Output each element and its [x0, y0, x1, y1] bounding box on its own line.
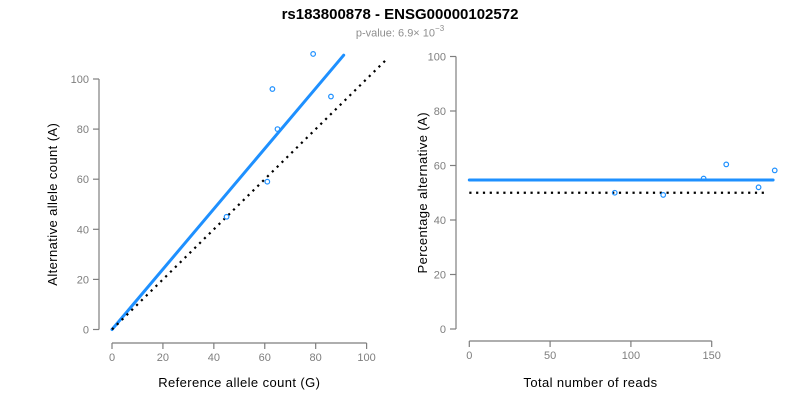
data-point: [723, 161, 730, 168]
p-value-exponent: −3: [435, 24, 445, 33]
data-point: [660, 192, 667, 198]
data-point: [700, 175, 707, 182]
identity-line: [111, 58, 388, 331]
x-tick-label: 150: [703, 350, 721, 362]
x-tick-label: 100: [622, 350, 640, 362]
x-tick-label: 80: [310, 352, 322, 364]
data-point: [274, 126, 281, 133]
p-value-text: p-value: 6.9× 10: [355, 27, 436, 40]
data-point: [328, 93, 334, 100]
data-point: [269, 86, 276, 92]
x-axis-title: Reference allele count (G): [158, 375, 320, 390]
x-axis-title: Total number of reads: [523, 375, 657, 390]
y-tick-label: 100: [71, 74, 89, 86]
x-tick-label: 40: [208, 352, 220, 364]
y-tick-label: 0: [83, 325, 89, 337]
p-value-subtitle: p-value: 6.9× 10−3: [0, 24, 800, 40]
x-tick-label: 100: [357, 352, 375, 364]
y-tick-label: 0: [440, 324, 446, 336]
x-tick-label: 50: [544, 350, 556, 362]
y-tick-label: 20: [77, 274, 89, 286]
data-point: [611, 189, 618, 196]
x-tick-label: 0: [466, 350, 472, 362]
data-point: [223, 213, 230, 220]
x-tick-label: 20: [157, 352, 169, 364]
right-scatter-plot: 0 20 40 60 80 100 0 50 100 150 Total number of rea…: [415, 52, 778, 390]
y-tick-label: 100: [428, 52, 446, 64]
figure-title: rs183800878 - ENSG00000102572: [281, 6, 519, 23]
y-axis-title: Alternative allele count (A): [45, 123, 60, 286]
left-scatter-plot: 0 20 40 60 80 100 0 20 40 60 80 100 Reference allele…: [45, 51, 388, 390]
data-point: [771, 167, 778, 174]
data-point: [264, 178, 271, 185]
x-tick-label: 60: [259, 352, 271, 364]
fitted-allelic-ratio-line: [110, 53, 346, 331]
y-tick-label: 80: [77, 124, 89, 136]
y-axis-title: Percentage alternative (A): [415, 112, 430, 273]
y-tick-label: 60: [434, 161, 446, 173]
y-tick-label: 80: [434, 106, 446, 118]
y-tick-label: 40: [77, 224, 89, 236]
y-tick-label: 60: [77, 174, 89, 186]
y-tick-label: 40: [434, 215, 446, 227]
data-point: [755, 184, 762, 191]
data-point: [310, 51, 317, 57]
y-tick-label: 20: [434, 270, 446, 282]
x-tick-label: 0: [109, 352, 115, 364]
